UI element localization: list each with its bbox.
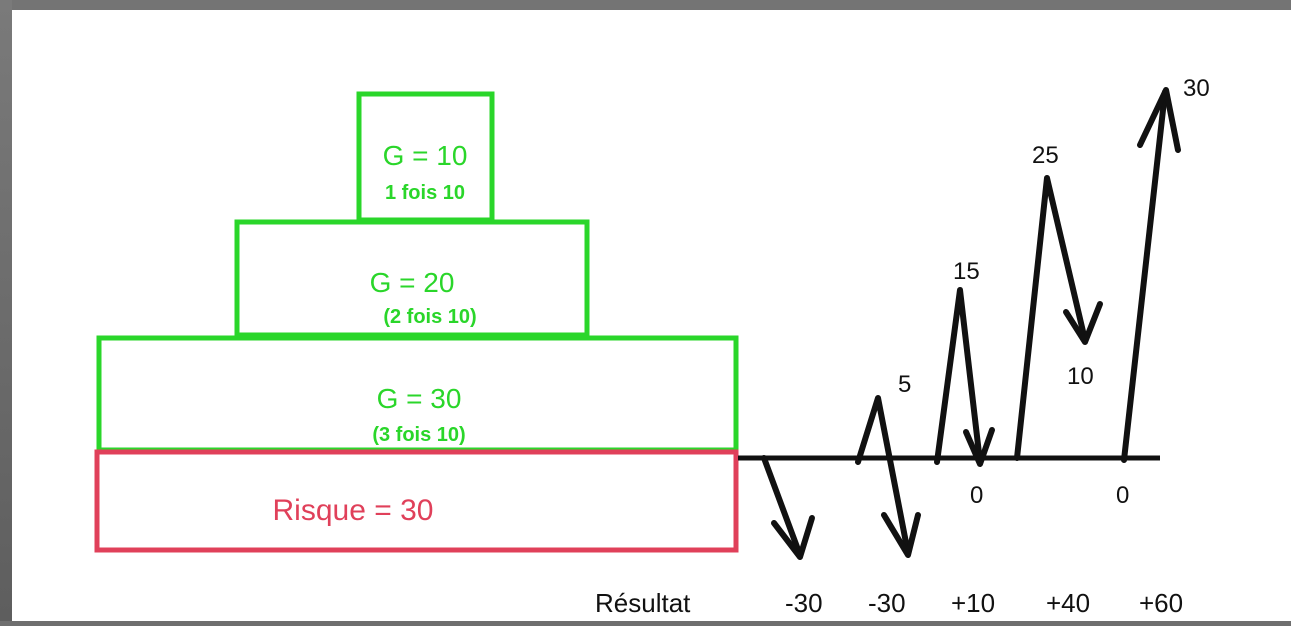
arrow-up-15 bbox=[934, 287, 983, 465]
results-label: Résultat bbox=[595, 588, 691, 618]
g10-title: G = 10 bbox=[383, 140, 468, 171]
box-risk bbox=[94, 449, 739, 553]
window-top-border bbox=[0, 0, 1291, 10]
arrow-up-30 bbox=[1121, 89, 1168, 463]
arrow-up-5 bbox=[855, 395, 911, 556]
window-left-border bbox=[0, 0, 12, 621]
arrowhead-down-2 bbox=[881, 512, 921, 558]
peak-label-5: 5 bbox=[898, 371, 911, 398]
result-value-1: -30 bbox=[785, 588, 823, 618]
trough-label-0a: 0 bbox=[970, 482, 983, 509]
diagram-canvas: G = 10 1 fois 10 G = 20 (2 fois 10) G = … bbox=[12, 10, 1291, 621]
result-value-5: +60 bbox=[1139, 588, 1183, 618]
g20-title: G = 20 bbox=[370, 267, 455, 298]
arrowhead-down-4 bbox=[1063, 301, 1103, 345]
trough-label-0b: 0 bbox=[1116, 482, 1129, 509]
result-value-3: +10 bbox=[951, 588, 995, 618]
result-value-4: +40 bbox=[1046, 588, 1090, 618]
g20-subtitle: (2 fois 10) bbox=[383, 306, 476, 328]
result-value-2: -30 bbox=[868, 588, 906, 618]
arrowhead-down-1 bbox=[771, 515, 815, 560]
box-g20 bbox=[234, 219, 590, 338]
risk-label: Risque = 30 bbox=[273, 494, 434, 527]
g10-subtitle: 1 fois 10 bbox=[385, 182, 465, 204]
peak-label-15: 15 bbox=[953, 258, 980, 285]
peak-label-30: 30 bbox=[1183, 75, 1210, 102]
trough-label-10: 10 bbox=[1067, 363, 1094, 390]
arrowhead-down-3 bbox=[963, 427, 995, 467]
trade-path bbox=[761, 87, 1181, 560]
peak-label-25: 25 bbox=[1032, 142, 1059, 169]
arrowhead-up-30 bbox=[1137, 87, 1181, 153]
arrow-up-25 bbox=[1014, 175, 1088, 461]
g30-title: G = 30 bbox=[377, 383, 462, 414]
arrow-down-1 bbox=[761, 455, 803, 558]
g30-subtitle: (3 fois 10) bbox=[372, 424, 465, 446]
diagram-svg: G = 10 1 fois 10 G = 20 (2 fois 10) G = … bbox=[94, 75, 1210, 618]
